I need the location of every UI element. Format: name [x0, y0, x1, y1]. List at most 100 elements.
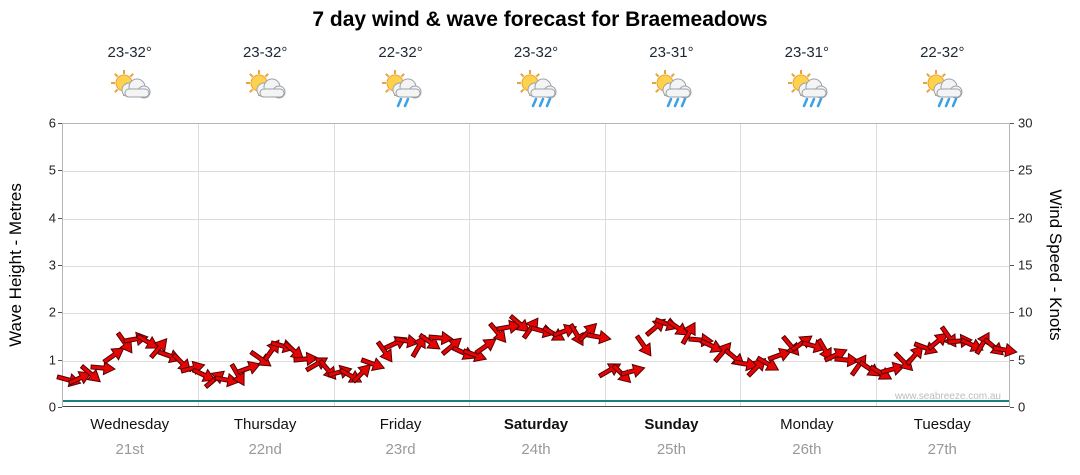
day-name: Thursday	[233, 416, 297, 433]
vertical-gridline	[740, 124, 742, 406]
day-name: Sunday	[644, 416, 699, 433]
day-temp-range: 23-32°	[513, 44, 559, 61]
wind-arrow-marker	[393, 331, 421, 351]
day-name: Saturday	[503, 416, 569, 433]
day-temp-range: 23-31°	[649, 44, 694, 61]
right-axis-tick-label: 15	[1018, 257, 1033, 273]
right-axis-tick	[1010, 170, 1014, 172]
wind-arrow-marker	[618, 360, 647, 382]
right-axis-tick	[1010, 359, 1014, 361]
left-axis-tick-label: 6	[48, 115, 56, 131]
watermark: www.seabreeze.com.au	[894, 391, 1001, 402]
wind-arrow-marker	[630, 330, 658, 360]
left-axis-tick-label: 4	[48, 210, 56, 226]
horizontal-gridline	[63, 360, 1009, 362]
day-name: Tuesday	[913, 416, 971, 433]
left-axis-tick-label: 1	[48, 352, 56, 368]
wind-arrow-marker	[517, 312, 545, 342]
sun-cloud-icon	[104, 70, 156, 110]
wind-arrow-marker	[923, 326, 953, 355]
wind-arrow-marker	[132, 328, 163, 355]
wind-arrow-marker	[89, 359, 116, 377]
wind-arrow-marker	[483, 318, 512, 348]
wind-arrow-marker	[821, 342, 851, 367]
wind-arrow-marker	[742, 352, 772, 382]
horizontal-gridline	[63, 266, 1009, 267]
left-axis-tick	[58, 407, 62, 408]
page-title: 7 day wind & wave forecast for Braemeado…	[312, 8, 768, 31]
wind-arrow-marker	[245, 345, 275, 373]
right-axis-tick-label: 30	[1018, 115, 1033, 131]
day-temp-range: 23-32°	[107, 44, 152, 61]
day-temp-range: 23-32°	[242, 44, 288, 61]
wind-arrow-marker	[697, 334, 727, 359]
wind-arrow-marker	[732, 354, 760, 374]
left-axis-tick	[58, 265, 62, 266]
sun-cloud-icon	[239, 70, 291, 110]
day-name: Friday	[379, 416, 422, 433]
wind-arrow-marker	[787, 329, 817, 357]
sun-cloud-showers-icon	[510, 70, 562, 110]
wind-arrow-marker	[405, 330, 432, 361]
right-axis-tick	[1010, 265, 1014, 266]
wind-arrow-marker	[99, 341, 129, 369]
left-axis-title: Wave Height - Metres	[6, 183, 25, 347]
wind-arrow-marker	[709, 337, 738, 367]
day-temp-range: 23-31°	[784, 44, 830, 61]
right-axis-tick	[1010, 123, 1014, 124]
wind-arrow-marker	[144, 333, 173, 363]
right-axis-tick-label: 10	[1018, 304, 1033, 320]
right-axis-tick-label: 20	[1018, 210, 1033, 226]
right-axis-tick	[1010, 407, 1014, 408]
wind-arrow-marker	[495, 316, 523, 336]
day-date: 23rd	[385, 441, 416, 458]
right-axis-tick	[1010, 312, 1014, 314]
wind-arrow-marker	[65, 365, 95, 390]
left-axis-tick-label: 0	[48, 399, 56, 415]
wind-arrow-marker	[234, 356, 264, 380]
vertical-gridline	[469, 124, 471, 406]
wind-arrow-marker	[585, 327, 613, 347]
horizontal-gridline	[63, 218, 1009, 220]
left-axis-tick	[58, 217, 62, 219]
wind-arrow-marker	[663, 314, 693, 342]
day-date: 22nd	[248, 441, 282, 458]
vertical-gridline	[198, 124, 200, 406]
wind-arrow-marker	[505, 309, 535, 338]
wind-arrow-marker	[437, 331, 467, 360]
vertical-gridline	[333, 124, 335, 406]
left-axis-tick-label: 2	[48, 304, 56, 320]
vertical-gridline	[875, 124, 877, 406]
vertical-gridline	[604, 124, 606, 406]
wind-arrow-marker	[224, 360, 251, 391]
wind-arrow-marker	[212, 369, 240, 389]
wind-arrow-marker	[753, 351, 784, 378]
right-axis-tick-label: 5	[1018, 352, 1026, 368]
right-axis-tick-label: 0	[1018, 399, 1026, 415]
sun-cloud-showers-icon	[781, 70, 833, 110]
wind-arrow-marker	[901, 340, 930, 370]
right-axis-tick	[1010, 217, 1014, 219]
wind-arrow-marker	[347, 358, 377, 388]
left-axis-tick	[58, 359, 62, 361]
wind-arrow-marker	[471, 332, 501, 360]
wind-arrow-marker	[292, 350, 319, 368]
left-axis-tick	[58, 123, 62, 124]
day-date: 25th	[656, 441, 687, 458]
sun-cloud-showers-icon	[645, 70, 697, 110]
day-date: 21st	[115, 441, 144, 458]
wind-arrow-marker	[415, 328, 445, 356]
day-temp-range: 22-32°	[920, 44, 965, 61]
left-axis-tick	[58, 312, 62, 314]
wind-arrow-marker	[371, 337, 399, 367]
wind-arrow-marker	[358, 352, 388, 376]
wind-arrow-marker	[427, 329, 454, 347]
wind-arrow-marker	[991, 340, 1019, 360]
day-date: 24th	[521, 441, 551, 458]
horizontal-gridline	[63, 171, 1009, 173]
wind-arrow-marker	[189, 362, 219, 387]
left-axis-tick-label: 5	[48, 162, 56, 178]
day-date: 27th	[927, 441, 957, 458]
wind-arrow-marker	[969, 327, 996, 358]
wind-arrow-marker	[765, 343, 795, 367]
